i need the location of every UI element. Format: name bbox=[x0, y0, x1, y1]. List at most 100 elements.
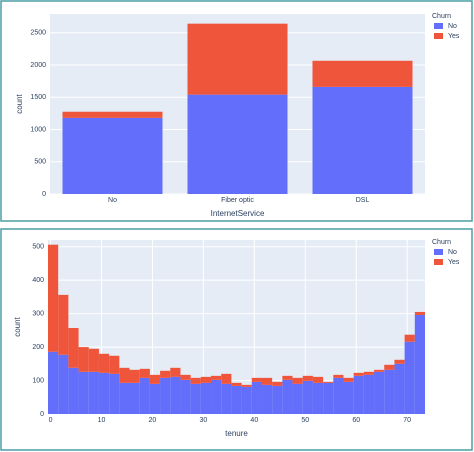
legend-swatch bbox=[434, 259, 443, 265]
bar bbox=[251, 381, 262, 414]
bar bbox=[251, 377, 262, 382]
x-tick-label: 10 bbox=[98, 417, 106, 424]
bar bbox=[282, 375, 293, 380]
bar bbox=[190, 383, 201, 414]
bar bbox=[88, 371, 99, 414]
y-tick-label: 400 bbox=[32, 277, 44, 284]
x-tick-label: 60 bbox=[352, 417, 360, 424]
bar bbox=[333, 374, 344, 378]
bar bbox=[343, 377, 354, 382]
bar bbox=[221, 373, 232, 384]
legend-label: Yes bbox=[448, 259, 460, 266]
bar bbox=[404, 341, 415, 414]
x-tick-label: Fiber optic bbox=[221, 197, 254, 204]
y-tick-label: 2000 bbox=[30, 62, 46, 69]
x-tick-label: 40 bbox=[250, 417, 258, 424]
bar bbox=[58, 354, 69, 414]
x-tick-label: 70 bbox=[403, 417, 411, 424]
x-tick-label: No bbox=[108, 197, 117, 204]
bar bbox=[302, 375, 313, 381]
y-tick-label: 300 bbox=[32, 310, 44, 317]
bar bbox=[58, 294, 69, 355]
bar bbox=[272, 381, 283, 386]
legend-swatch bbox=[434, 33, 443, 39]
bar bbox=[62, 111, 163, 118]
bar bbox=[139, 377, 150, 414]
bar bbox=[78, 347, 89, 372]
bar bbox=[384, 369, 395, 414]
bar bbox=[353, 372, 364, 376]
x-axis-title: tenure bbox=[225, 429, 248, 438]
bar bbox=[190, 377, 201, 384]
bar bbox=[139, 368, 150, 378]
y-tick-label: 1000 bbox=[30, 126, 46, 133]
bar bbox=[180, 379, 191, 414]
bar bbox=[170, 367, 181, 377]
bar bbox=[129, 382, 140, 414]
bar bbox=[68, 367, 79, 414]
legend-title: Churn bbox=[432, 13, 451, 20]
bar bbox=[404, 334, 415, 342]
bar bbox=[149, 374, 161, 384]
bar bbox=[88, 348, 99, 372]
bar bbox=[414, 314, 425, 414]
y-axis-title: count bbox=[15, 93, 24, 113]
x-axis-title: InternetService bbox=[211, 209, 265, 218]
bar bbox=[353, 375, 364, 414]
bar bbox=[272, 385, 283, 414]
bar bbox=[261, 377, 273, 385]
bar bbox=[98, 353, 110, 373]
bar bbox=[68, 328, 79, 368]
bar bbox=[200, 376, 212, 383]
bar bbox=[241, 386, 252, 414]
x-tick-label: 30 bbox=[199, 417, 207, 424]
bar bbox=[414, 311, 425, 315]
bar bbox=[343, 381, 354, 414]
x-tick-label: 20 bbox=[149, 417, 157, 424]
y-tick-label: 500 bbox=[32, 244, 44, 251]
bar bbox=[160, 370, 171, 378]
legend-swatch bbox=[434, 249, 443, 255]
legend-label: Yes bbox=[448, 33, 460, 40]
bar bbox=[394, 363, 405, 414]
x-tick-label: 0 bbox=[49, 417, 53, 424]
bar bbox=[374, 369, 385, 372]
y-tick-label: 0 bbox=[42, 191, 46, 198]
y-tick-label: 200 bbox=[32, 344, 44, 351]
x-tick-label: 50 bbox=[301, 417, 309, 424]
legend-title: Churn bbox=[432, 239, 451, 246]
bar bbox=[160, 377, 171, 414]
bar bbox=[221, 383, 232, 414]
bar bbox=[312, 86, 413, 194]
bar bbox=[363, 371, 375, 375]
bar bbox=[241, 384, 252, 387]
legend-swatch bbox=[434, 23, 443, 29]
y-axis-title: count bbox=[13, 316, 22, 336]
bar bbox=[312, 382, 324, 414]
bar bbox=[323, 382, 334, 414]
bar bbox=[231, 385, 242, 414]
bar bbox=[211, 379, 222, 414]
bar bbox=[374, 371, 385, 414]
bar bbox=[292, 377, 303, 384]
bar bbox=[333, 377, 344, 414]
bar bbox=[129, 369, 140, 383]
bar bbox=[323, 381, 334, 383]
bar bbox=[200, 382, 212, 414]
bar bbox=[363, 374, 375, 414]
x-tick-label: DSL bbox=[356, 197, 370, 204]
y-tick-label: 100 bbox=[32, 377, 44, 384]
y-tick-label: 0 bbox=[40, 411, 44, 418]
y-tick-label: 500 bbox=[34, 159, 46, 166]
y-tick-label: 2500 bbox=[30, 30, 46, 37]
bar bbox=[292, 383, 303, 414]
bar bbox=[119, 382, 130, 414]
bar bbox=[231, 382, 242, 386]
bar bbox=[180, 374, 191, 380]
bar bbox=[187, 94, 288, 194]
bar bbox=[62, 117, 163, 194]
legend-label: No bbox=[448, 23, 457, 30]
bar bbox=[48, 244, 59, 352]
bar bbox=[261, 384, 273, 414]
